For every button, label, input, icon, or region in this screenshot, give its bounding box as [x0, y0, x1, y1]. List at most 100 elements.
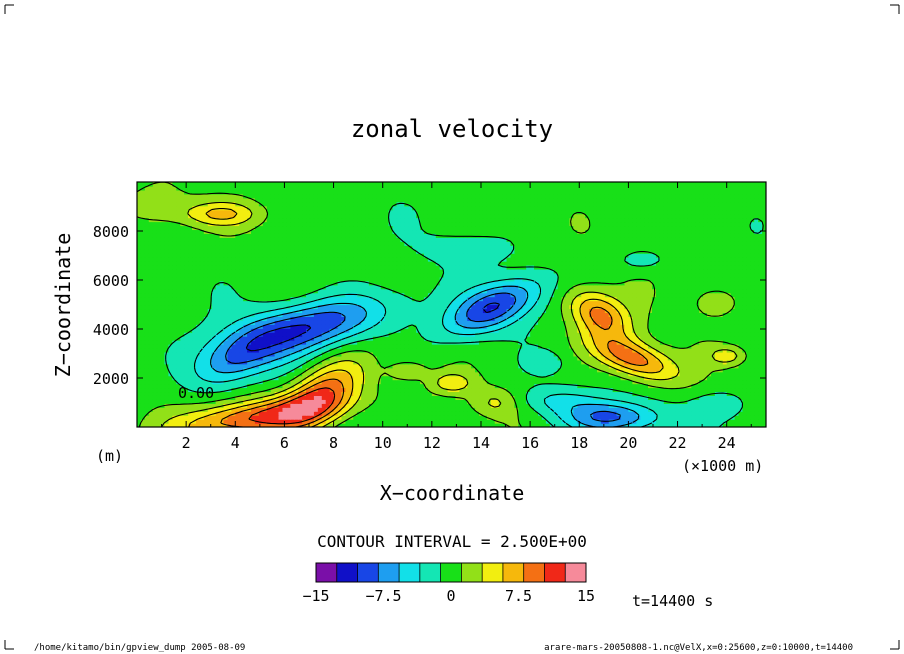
- field-cell: [651, 308, 657, 313]
- field-cell: [593, 328, 598, 333]
- field-cell: [553, 332, 559, 337]
- field-cell: [148, 344, 154, 349]
- field-cell: [361, 336, 366, 341]
- field-cell: [534, 371, 539, 377]
- field-cell: [219, 367, 225, 373]
- field-cell: [526, 423, 531, 427]
- field-cell: [596, 363, 602, 369]
- field-cell: [557, 363, 563, 369]
- field-cell: [565, 304, 571, 310]
- field-cell: [341, 375, 346, 381]
- field-cell: [243, 304, 248, 310]
- field-cell: [290, 332, 295, 337]
- field-cell: [384, 411, 390, 416]
- field-cell: [258, 387, 264, 393]
- field-cell: [427, 324, 433, 329]
- field-cell: [251, 387, 256, 393]
- field-cell: [679, 320, 685, 325]
- field-cell: [553, 419, 559, 424]
- field-cell: [345, 403, 350, 408]
- field-cell: [172, 308, 177, 313]
- field-cell: [341, 347, 346, 353]
- field-cell: [742, 344, 747, 349]
- field-cell: [435, 363, 441, 369]
- field-cell: [247, 411, 252, 416]
- field-cell: [758, 403, 763, 408]
- field-cell: [730, 419, 736, 424]
- field-cell: [400, 340, 405, 345]
- chart-title: zonal velocity: [351, 115, 553, 143]
- field-cell: [541, 344, 547, 349]
- field-cell: [207, 347, 213, 353]
- field-cell: [164, 316, 170, 321]
- field-cell: [636, 347, 641, 353]
- field-cell: [463, 419, 468, 424]
- field-cell: [258, 344, 264, 349]
- field-cell: [140, 399, 146, 404]
- field-cell: [286, 344, 291, 349]
- field-cell: [298, 391, 303, 396]
- field-cell: [447, 328, 453, 333]
- field-cell: [651, 387, 657, 393]
- field-cell: [247, 375, 252, 381]
- field-cell: [231, 419, 236, 424]
- field-cell: [557, 316, 563, 321]
- field-cell: [427, 399, 433, 404]
- field-cell: [608, 324, 614, 329]
- field-cell: [427, 387, 433, 393]
- field-cell: [195, 391, 201, 396]
- field-cell: [628, 336, 633, 341]
- field-cell: [235, 308, 240, 313]
- field-cell: [152, 316, 158, 321]
- field-cell: [439, 328, 445, 333]
- field-cell: [192, 328, 197, 333]
- field-cell: [475, 304, 480, 310]
- field-cell: [710, 347, 716, 353]
- field-cell: [604, 407, 610, 412]
- field-cell: [184, 399, 189, 404]
- field-cell: [534, 411, 539, 416]
- field-cell: [329, 375, 335, 381]
- field-cell: [628, 395, 633, 400]
- field-cell: [282, 320, 287, 325]
- field-cell: [498, 312, 504, 317]
- field-cell: [443, 340, 449, 345]
- field-cell: [290, 359, 295, 365]
- field-cell: [160, 332, 166, 337]
- field-cell: [679, 347, 685, 353]
- field-cell: [593, 407, 598, 412]
- field-cell: [156, 399, 162, 404]
- field-cell: [306, 407, 311, 412]
- field-cell: [247, 363, 252, 369]
- field-cell: [341, 403, 346, 408]
- field-cell: [596, 316, 602, 321]
- field-cell: [742, 351, 747, 357]
- field-cell: [718, 383, 724, 389]
- field-cell: [396, 308, 401, 313]
- field-cell: [502, 328, 508, 333]
- field-cell: [278, 308, 284, 313]
- field-cell: [388, 411, 394, 416]
- field-cell: [510, 355, 515, 361]
- field-cell: [600, 371, 606, 377]
- field-cell: [144, 423, 150, 427]
- field-cell: [762, 379, 766, 385]
- field-cell: [329, 316, 335, 321]
- field-cell: [534, 403, 539, 408]
- field-cell: [361, 324, 366, 329]
- field-cell: [152, 367, 158, 373]
- field-cell: [313, 407, 319, 412]
- field-cell: [600, 308, 606, 313]
- field-cell: [376, 332, 382, 337]
- field-cell: [333, 371, 339, 377]
- field-cell: [231, 415, 236, 420]
- field-cell: [616, 399, 622, 404]
- field-cell: [655, 387, 661, 393]
- field-cell: [290, 395, 295, 400]
- field-cell: [486, 316, 492, 321]
- field-cell: [184, 403, 189, 408]
- field-cell: [365, 328, 370, 333]
- field-cell: [215, 367, 221, 373]
- field-cell: [722, 371, 728, 377]
- field-cell: [482, 387, 488, 393]
